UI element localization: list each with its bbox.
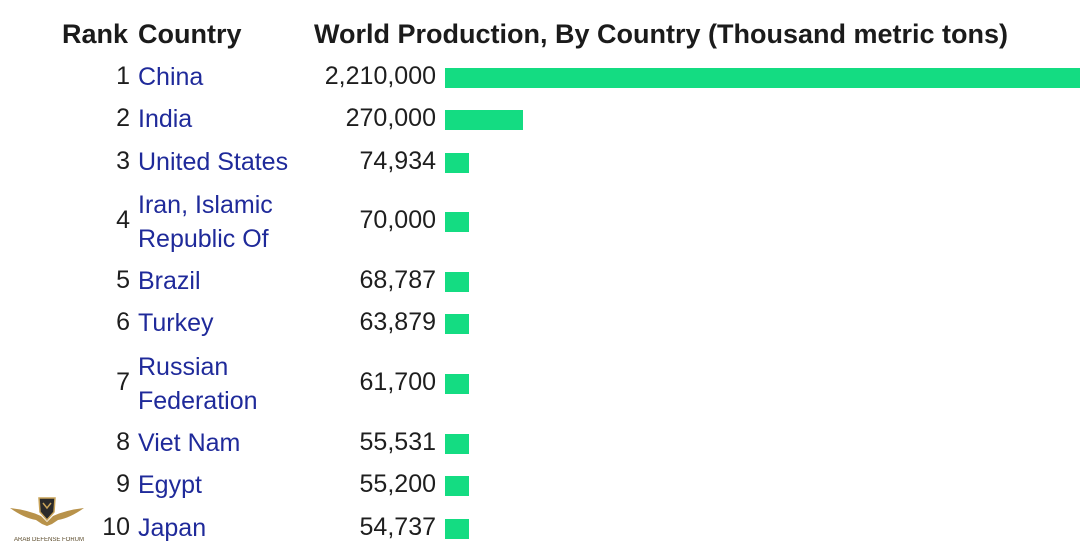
country-link[interactable]: India (138, 105, 193, 133)
country-link[interactable]: China (138, 63, 204, 91)
value-label: 55,200 (359, 470, 436, 498)
country-link[interactable]: Iran, Islamic Republic Of (138, 191, 273, 253)
country-link[interactable]: Brazil (138, 267, 201, 295)
watermark-text: ARAB DEFENSE FORUM (14, 537, 84, 543)
value-label: 54,737 (359, 513, 436, 541)
value-label: 61,700 (359, 368, 436, 396)
bar (445, 153, 469, 173)
rank-cell: 7 (116, 368, 130, 396)
value-label: 270,000 (345, 104, 436, 132)
rank-cell: 10 (102, 513, 130, 541)
bar (445, 314, 469, 334)
value-label: 55,531 (359, 428, 436, 456)
country-link[interactable]: Japan (138, 514, 207, 542)
table-row: 3 United States 74,934 (0, 145, 1080, 181)
bar (445, 110, 523, 130)
table-row: 4 Iran, Islamic Republic Of 70,000 (0, 188, 1080, 256)
rank-cell: 6 (116, 308, 130, 336)
rank-cell: 3 (116, 147, 130, 175)
country-link[interactable]: Russian Federation (138, 353, 258, 415)
value-label: 70,000 (359, 206, 436, 234)
country-link[interactable]: United States (138, 148, 289, 176)
bar (445, 68, 1080, 88)
header-rank: Rank (62, 19, 129, 49)
table-row: 2 India 270,000 (0, 102, 1080, 138)
rank-cell: 5 (116, 266, 130, 294)
value-label: 68,787 (359, 266, 436, 294)
rank-cell: 4 (116, 206, 130, 234)
country-link[interactable]: Egypt (138, 471, 202, 499)
table-row: 9 Egypt 55,200 (0, 468, 1080, 504)
country-link[interactable]: Turkey (138, 309, 214, 337)
table-row: 7 Russian Federation 61,700 (0, 350, 1080, 418)
table-row: 1 China 2,210,000 (0, 60, 1080, 96)
bar (445, 374, 469, 394)
table-row: 5 Brazil 68,787 (0, 264, 1080, 300)
rank-cell: 2 (116, 104, 130, 132)
bar (445, 212, 469, 232)
bar (445, 476, 469, 496)
bar (445, 519, 469, 539)
value-label: 74,934 (359, 147, 436, 175)
table-row: 6 Turkey 63,879 (0, 306, 1080, 342)
header-value: World Production, By Country (Thousand m… (314, 19, 1008, 49)
value-label: 2,210,000 (324, 62, 436, 90)
value-label: 63,879 (359, 308, 436, 336)
bar (445, 434, 469, 454)
rank-cell: 8 (116, 428, 130, 456)
table-row: 10 Japan 54,737 (0, 511, 1080, 547)
header-country: Country (138, 19, 242, 49)
rank-cell: 1 (116, 62, 130, 90)
eagle-logo-icon (10, 497, 84, 526)
country-link[interactable]: Viet Nam (138, 429, 241, 457)
rank-cell: 9 (116, 470, 130, 498)
bar (445, 272, 469, 292)
table-row: 8 Viet Nam 55,531 (0, 426, 1080, 462)
